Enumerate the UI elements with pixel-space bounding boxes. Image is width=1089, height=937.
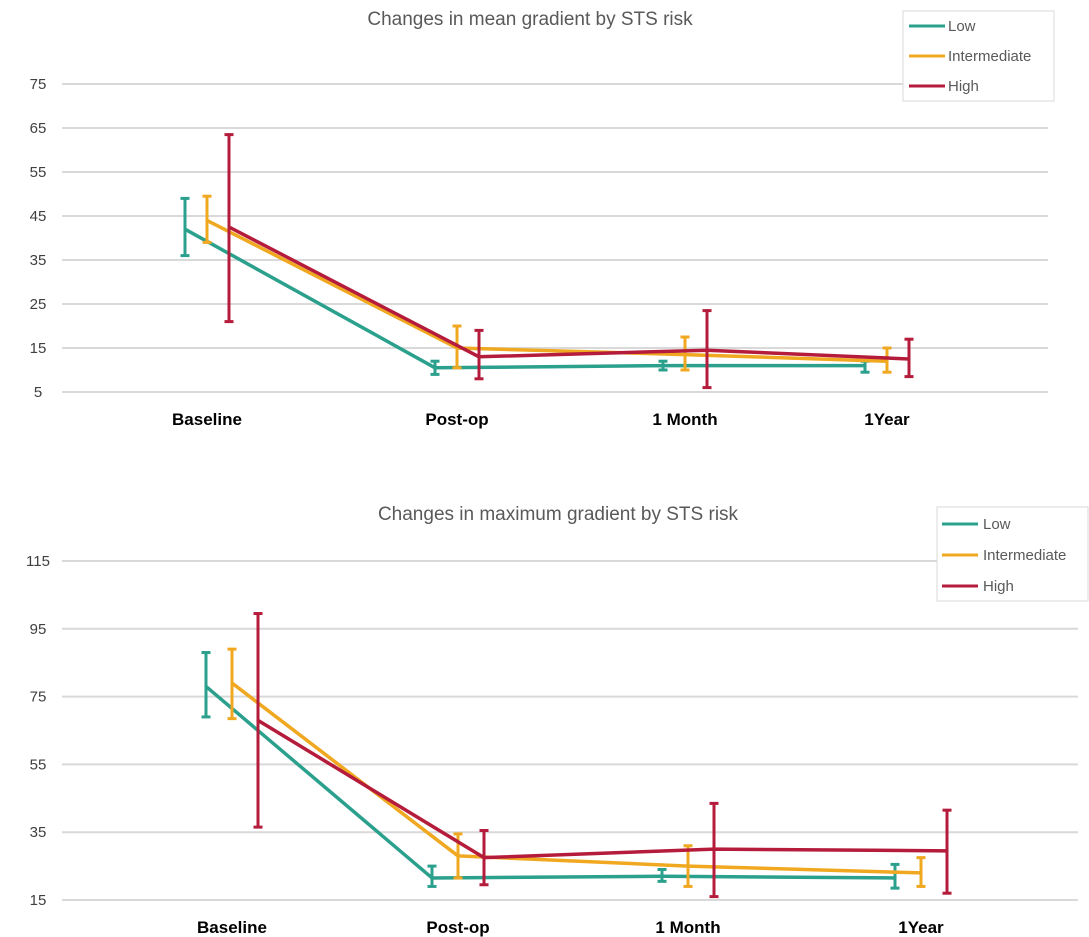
- series-line: [184, 227, 865, 370]
- y-tick-label: 75: [30, 689, 47, 706]
- x-category-label: 1 Month: [652, 410, 717, 429]
- y-tick-label: 15: [30, 892, 47, 909]
- data-point: [183, 227, 187, 231]
- chart-title: Changes in mean gradient by STS risk: [367, 9, 693, 30]
- data-point: [456, 854, 460, 858]
- series-high: [253, 612, 952, 899]
- x-category-label: Baseline: [172, 410, 242, 429]
- data-point: [893, 876, 897, 880]
- maximum-gradient-svg: Changes in maximum gradient by STS risk …: [26, 504, 1089, 937]
- y-tick-label: 25: [30, 296, 47, 313]
- series-intermediate: [227, 647, 926, 888]
- y-tick-label: 45: [30, 208, 47, 225]
- data-point: [205, 218, 209, 222]
- data-point: [482, 856, 486, 860]
- y-tick-label: 55: [30, 756, 47, 773]
- data-point: [683, 353, 687, 357]
- series-line: [206, 218, 888, 363]
- chart-title: Changes in maximum gradient by STS risk: [378, 504, 739, 525]
- x-category-label: Post-op: [426, 918, 489, 937]
- series-line: [228, 225, 910, 361]
- data-point: [661, 364, 665, 368]
- legend-label-low: Low: [948, 18, 976, 35]
- data-point: [919, 871, 923, 875]
- y-tick-label: 95: [30, 621, 47, 638]
- y-tick-label: 5: [34, 384, 42, 401]
- legend-label-high: High: [948, 78, 979, 95]
- data-point: [885, 359, 889, 363]
- data-point: [945, 849, 949, 853]
- series-intermediate: [202, 194, 892, 374]
- data-point: [477, 355, 481, 359]
- legend: Low Intermediate High: [936, 506, 1089, 602]
- data-point: [430, 876, 434, 880]
- series-high: [224, 133, 914, 390]
- y-tick-label: 35: [30, 252, 47, 269]
- x-category-label: 1Year: [898, 918, 944, 937]
- series-low: [180, 196, 870, 376]
- legend: Low Intermediate High: [902, 10, 1055, 102]
- legend-label-low: Low: [983, 516, 1011, 533]
- maximum-gradient-chart: Changes in maximum gradient by STS risk …: [0, 490, 1089, 937]
- data-point: [204, 684, 208, 689]
- mean-gradient-chart: Changes in mean gradient by STS risk 5 15…: [0, 0, 1089, 460]
- data-point: [712, 847, 716, 851]
- series-line: [257, 718, 948, 860]
- data-point: [227, 225, 231, 229]
- legend-label-intermediate: Intermediate: [983, 547, 1066, 564]
- y-tick-label: 65: [30, 120, 47, 137]
- legend-label-high: High: [983, 578, 1014, 595]
- mean-gradient-svg: Changes in mean gradient by STS risk 5 15…: [30, 9, 1055, 429]
- data-point: [230, 681, 234, 685]
- y-tick-label: 15: [30, 340, 47, 357]
- y-tick-label: 75: [30, 76, 47, 93]
- x-category-label: 1Year: [864, 410, 910, 429]
- data-point: [907, 357, 911, 361]
- x-category-label: 1 Month: [655, 918, 720, 937]
- y-tick-label: 35: [30, 824, 47, 841]
- data-point: [433, 366, 437, 370]
- legend-label-intermediate: Intermediate: [948, 48, 1031, 65]
- series-low: [201, 651, 900, 890]
- series-line: [204, 685, 896, 880]
- series-line: [230, 681, 922, 875]
- x-category-label: Baseline: [197, 918, 267, 937]
- data-point: [256, 718, 260, 722]
- y-tick-label: 55: [30, 164, 47, 181]
- data-point: [686, 864, 690, 868]
- data-point: [705, 348, 709, 352]
- data-point: [660, 874, 664, 878]
- y-tick-label: 115: [26, 553, 50, 570]
- data-point: [863, 364, 867, 368]
- x-category-label: Post-op: [425, 410, 488, 429]
